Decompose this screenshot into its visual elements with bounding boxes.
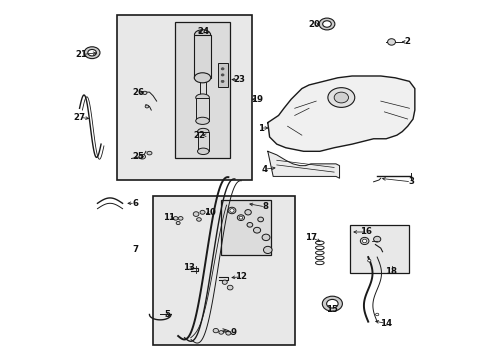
Text: 7: 7 bbox=[132, 246, 138, 255]
Bar bbox=[195, 98, 209, 121]
Ellipse shape bbox=[194, 73, 210, 83]
Bar bbox=[194, 35, 210, 78]
Ellipse shape bbox=[84, 47, 100, 59]
Ellipse shape bbox=[246, 222, 252, 227]
Ellipse shape bbox=[227, 207, 235, 214]
Text: 18: 18 bbox=[385, 267, 397, 276]
Text: 5: 5 bbox=[164, 310, 170, 319]
Ellipse shape bbox=[196, 218, 201, 221]
Bar bbox=[174, 22, 230, 158]
Ellipse shape bbox=[239, 216, 242, 219]
Ellipse shape bbox=[262, 234, 269, 240]
Ellipse shape bbox=[221, 74, 224, 76]
Text: 13: 13 bbox=[183, 264, 195, 273]
Ellipse shape bbox=[176, 221, 180, 225]
Ellipse shape bbox=[178, 217, 183, 220]
Ellipse shape bbox=[195, 94, 209, 101]
Bar bbox=[197, 132, 208, 151]
Text: 23: 23 bbox=[233, 75, 244, 84]
Ellipse shape bbox=[362, 239, 366, 243]
Ellipse shape bbox=[227, 285, 233, 290]
Ellipse shape bbox=[253, 227, 260, 233]
Ellipse shape bbox=[195, 117, 209, 125]
Text: 22: 22 bbox=[193, 131, 205, 140]
Ellipse shape bbox=[173, 217, 178, 220]
Ellipse shape bbox=[221, 80, 224, 82]
Bar bbox=[153, 196, 294, 345]
Ellipse shape bbox=[322, 296, 342, 311]
Text: 4: 4 bbox=[261, 165, 267, 174]
Text: 21: 21 bbox=[75, 50, 87, 59]
Ellipse shape bbox=[200, 210, 204, 214]
Bar bbox=[221, 200, 271, 255]
Bar bbox=[349, 225, 408, 273]
Ellipse shape bbox=[221, 68, 224, 70]
Ellipse shape bbox=[360, 237, 368, 244]
Text: 1: 1 bbox=[257, 123, 263, 132]
Ellipse shape bbox=[142, 91, 147, 94]
Text: 15: 15 bbox=[326, 305, 338, 314]
Ellipse shape bbox=[237, 215, 244, 221]
Ellipse shape bbox=[387, 39, 395, 45]
Ellipse shape bbox=[145, 105, 148, 108]
Text: 2: 2 bbox=[404, 37, 410, 46]
Polygon shape bbox=[267, 76, 414, 151]
Text: 6: 6 bbox=[132, 199, 138, 208]
Text: 11: 11 bbox=[163, 213, 175, 222]
Polygon shape bbox=[267, 151, 339, 178]
Text: 27: 27 bbox=[73, 113, 85, 122]
Text: 25: 25 bbox=[133, 152, 144, 161]
Ellipse shape bbox=[225, 331, 230, 335]
Ellipse shape bbox=[88, 49, 96, 56]
Ellipse shape bbox=[263, 246, 271, 253]
Ellipse shape bbox=[147, 151, 152, 155]
Text: 19: 19 bbox=[250, 95, 263, 104]
Text: 9: 9 bbox=[230, 328, 236, 337]
Text: 20: 20 bbox=[308, 19, 320, 28]
Ellipse shape bbox=[327, 87, 354, 107]
Ellipse shape bbox=[229, 209, 234, 212]
Text: 16: 16 bbox=[360, 228, 372, 237]
Text: 14: 14 bbox=[379, 319, 391, 328]
Text: 10: 10 bbox=[204, 208, 216, 217]
Bar bbox=[217, 63, 227, 87]
Ellipse shape bbox=[244, 210, 251, 215]
Text: 8: 8 bbox=[262, 202, 268, 211]
Ellipse shape bbox=[375, 313, 378, 316]
Bar bbox=[117, 15, 251, 180]
Ellipse shape bbox=[367, 260, 370, 262]
Ellipse shape bbox=[326, 300, 337, 308]
Ellipse shape bbox=[333, 92, 348, 103]
Text: 26: 26 bbox=[132, 87, 144, 96]
Ellipse shape bbox=[373, 236, 380, 242]
Ellipse shape bbox=[319, 18, 334, 30]
Ellipse shape bbox=[222, 280, 227, 284]
Ellipse shape bbox=[197, 129, 208, 135]
Ellipse shape bbox=[219, 330, 223, 334]
Ellipse shape bbox=[139, 154, 145, 159]
Ellipse shape bbox=[322, 21, 330, 27]
Ellipse shape bbox=[257, 217, 263, 222]
Text: 12: 12 bbox=[234, 272, 246, 281]
Ellipse shape bbox=[194, 30, 210, 40]
Ellipse shape bbox=[193, 212, 199, 216]
Ellipse shape bbox=[213, 328, 218, 333]
Text: 24: 24 bbox=[197, 27, 209, 36]
Text: 17: 17 bbox=[304, 233, 316, 242]
Text: 3: 3 bbox=[407, 177, 413, 186]
Ellipse shape bbox=[197, 148, 208, 154]
